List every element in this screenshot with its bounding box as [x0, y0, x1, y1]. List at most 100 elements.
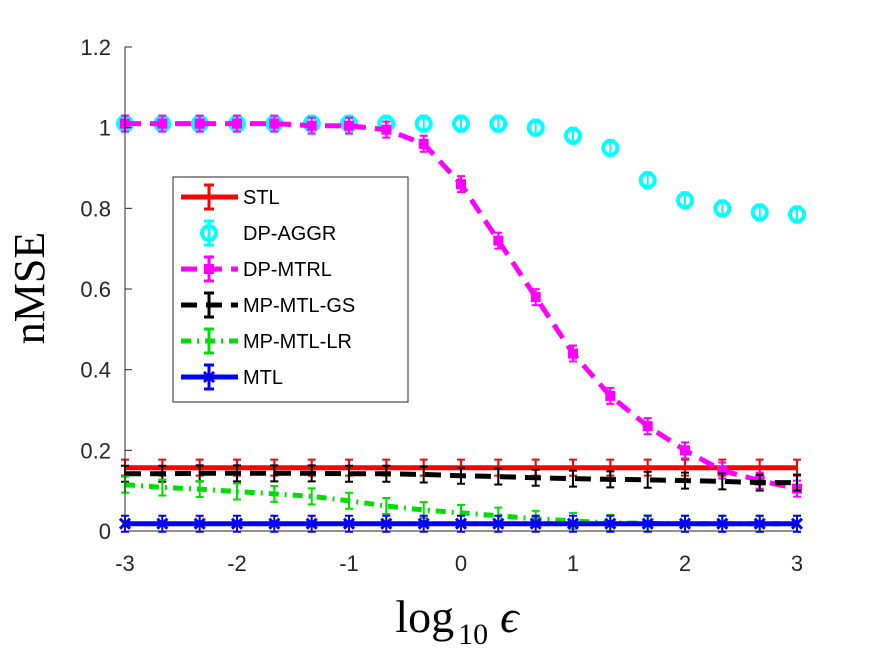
x-tick-label: -3	[115, 551, 135, 576]
data-point-dp-mtrl	[456, 179, 466, 190]
error-bar-mp-mtl-lr	[233, 482, 241, 501]
error-bar-mp-mtl-gs	[457, 466, 465, 485]
legend-label-dp-aggr: DP-AGGR	[243, 223, 336, 245]
data-point-mtl	[454, 517, 468, 530]
y-tick-label: 1	[99, 116, 111, 141]
error-bar-mp-mtl-gs	[755, 473, 764, 492]
legend-marker-dp-mtrl	[204, 264, 214, 274]
legend-errorbar-mp-mtl-gs	[204, 291, 214, 319]
axes-layer: 0 0.2 0.4 0.6 0.8 1 1.2 -3 -2 -1 0 1 2 3	[80, 35, 803, 576]
error-bar-mp-mtl-lr	[270, 484, 279, 503]
legend-entry-stl: STL	[181, 183, 280, 211]
legend-errorbar-stl	[204, 183, 214, 211]
data-point-dp-aggr	[788, 205, 806, 224]
data-point-dp-mtrl	[344, 120, 354, 131]
legend-marker-mtl	[202, 370, 216, 384]
data-point-dp-mtrl	[232, 118, 242, 129]
data-point-mtl	[529, 517, 542, 530]
data-point-mtl	[342, 517, 356, 530]
data-point-mtl	[268, 517, 281, 530]
data-point-dp-aggr	[489, 114, 508, 133]
error-bar-mp-mtl-gs	[718, 472, 727, 491]
data-point-dp-mtrl	[530, 292, 541, 303]
data-point-mtl	[641, 517, 654, 530]
legend-entry-mp-mtl-gs: MP-MTL-GS	[181, 291, 355, 319]
error-bar-mp-mtl-gs	[531, 468, 540, 487]
legend-errorbar-mp-mtl-lr	[204, 327, 214, 355]
error-bar-mp-mtl-lr	[345, 491, 353, 510]
y-tick-label: 0.4	[80, 358, 111, 383]
error-bar-mp-mtl-gs	[345, 464, 353, 483]
data-point-dp-aggr	[414, 114, 433, 133]
data-point-dp-aggr	[601, 138, 620, 157]
legend-entry-dp-aggr: DP-AGGR	[200, 219, 336, 247]
x-tick-label: -1	[339, 551, 359, 576]
data-point-dp-aggr	[526, 118, 545, 137]
y-tick-label: 0.8	[80, 196, 111, 221]
series-layer	[116, 114, 806, 533]
data-point-mtl	[566, 517, 580, 530]
error-bar-mp-mtl-lr	[382, 496, 391, 515]
x-axis-title: log 10 ϵ	[395, 591, 521, 651]
data-point-dp-mtrl	[306, 120, 317, 131]
data-point-mtl	[193, 517, 206, 530]
x-tick-label: 2	[679, 551, 691, 576]
error-bar-mp-mtl-gs	[569, 469, 577, 488]
x-tick-label: 0	[455, 551, 467, 576]
legend: STL DP-AGGR DP-MTRL MP-MTL-GS MP-MTL-LR MTL	[172, 176, 409, 403]
data-point-dp-aggr	[676, 191, 694, 210]
data-point-mtl	[305, 517, 318, 530]
data-point-mtl	[156, 517, 169, 530]
error-bar-mp-mtl-lr	[158, 478, 167, 497]
error-bar-mp-mtl-gs	[793, 473, 801, 492]
series-dp-mtrl	[120, 114, 802, 498]
error-bar-mp-mtl-gs	[419, 465, 428, 484]
error-bar-mp-mtl-gs	[233, 464, 241, 483]
data-point-dp-aggr	[564, 126, 582, 145]
error-bar-mp-mtl-gs	[643, 470, 652, 489]
error-bar-mp-mtl-gs	[494, 467, 503, 486]
legend-label-mp-mtl-lr: MP-MTL-LR	[243, 331, 352, 353]
error-bar-mp-mtl-gs	[307, 464, 316, 483]
legend-label-stl: STL	[243, 187, 280, 209]
data-point-dp-mtrl	[418, 138, 429, 149]
y-tick-label: 0.6	[80, 277, 111, 302]
x-axis-title-base: log	[395, 591, 454, 642]
x-axis-title-symbol: ϵ	[500, 591, 521, 642]
data-point-dp-mtrl	[717, 465, 728, 476]
data-point-dp-aggr	[713, 199, 732, 218]
data-point-dp-aggr	[750, 203, 769, 222]
data-point-mtl	[417, 517, 430, 530]
data-point-mtl	[230, 517, 244, 530]
y-axis-title: nMSE	[5, 232, 54, 344]
data-point-dp-mtrl	[568, 348, 578, 359]
legend-entry-dp-mtrl: DP-MTRL	[181, 255, 332, 283]
x-tick-label: -2	[227, 551, 247, 576]
data-point-mtl	[678, 517, 692, 530]
data-point-dp-mtrl	[381, 124, 392, 135]
series-mtl	[118, 514, 804, 533]
error-bar-mp-mtl-lr	[307, 487, 316, 506]
data-point-dp-mtrl	[605, 390, 616, 401]
series-mp-mtl-gs	[121, 464, 801, 492]
data-point-dp-mtrl	[680, 445, 690, 456]
legend-label-dp-mtrl: DP-MTRL	[243, 259, 332, 281]
legend-marker-dp-aggr	[200, 224, 218, 242]
x-tick-label: 1	[567, 551, 579, 576]
data-point-mtl	[380, 517, 393, 530]
data-point-dp-mtrl	[157, 118, 168, 129]
data-point-mtl	[753, 517, 766, 530]
data-point-dp-mtrl	[493, 235, 504, 246]
data-point-mtl	[492, 517, 505, 530]
legend-label-mtl: MTL	[243, 367, 283, 389]
error-bar-mp-mtl-gs	[382, 464, 391, 483]
legend-entry-mtl: MTL	[181, 363, 283, 391]
data-point-mtl	[790, 517, 804, 530]
data-point-mtl	[716, 517, 729, 530]
data-point-dp-mtrl	[194, 118, 205, 129]
data-point-dp-mtrl	[642, 421, 653, 432]
error-bar-mp-mtl-gs	[606, 470, 615, 489]
data-point-dp-aggr	[452, 114, 470, 133]
data-point-dp-aggr	[638, 171, 657, 190]
